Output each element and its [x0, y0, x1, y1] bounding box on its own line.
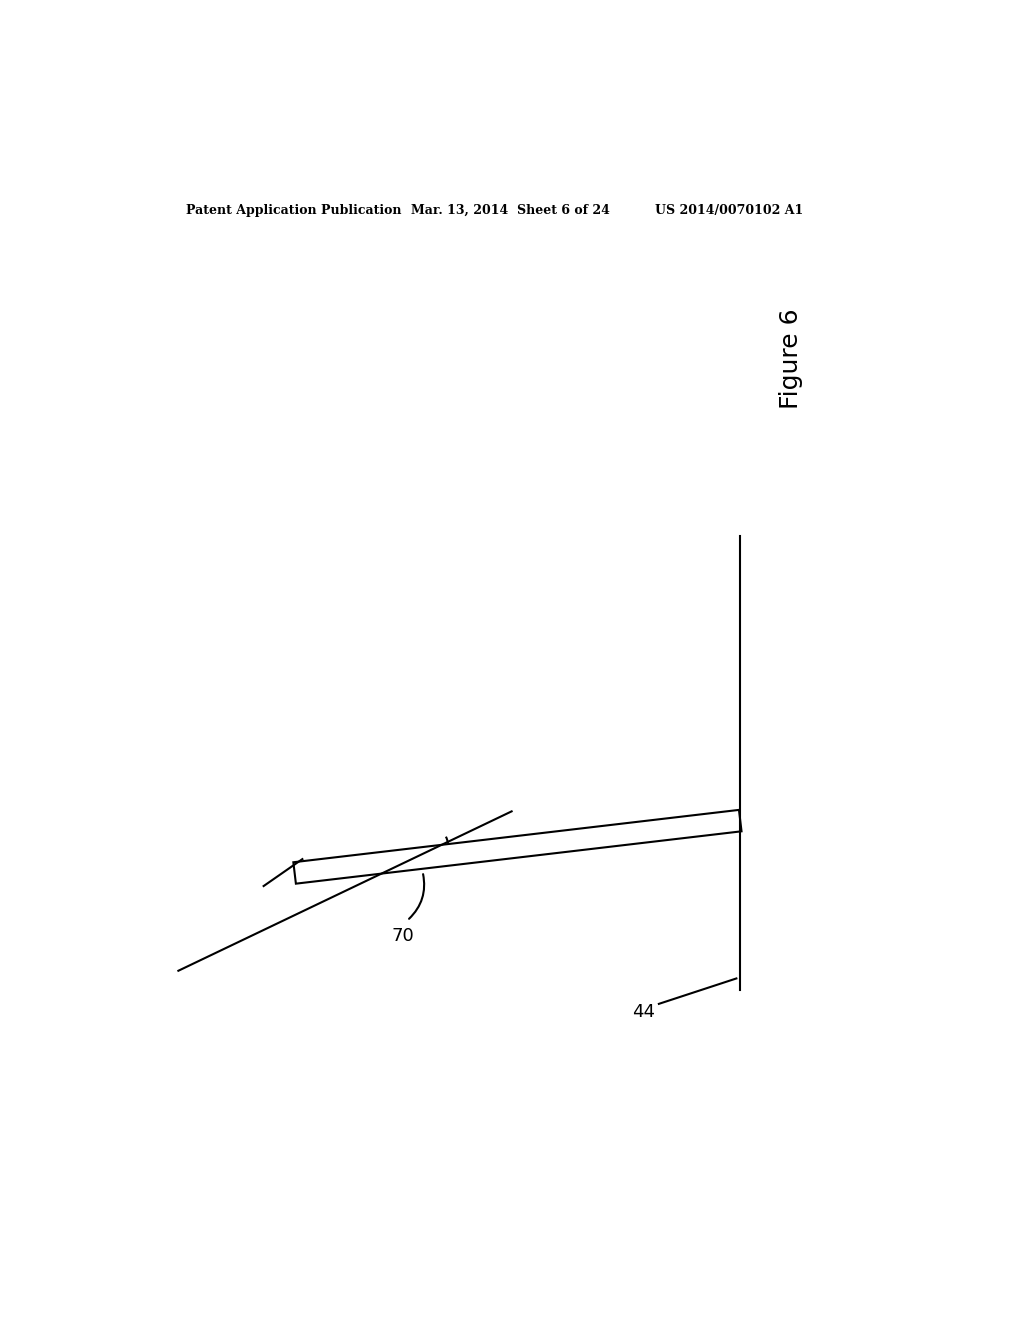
- Text: Patent Application Publication: Patent Application Publication: [186, 205, 401, 218]
- Text: Mar. 13, 2014  Sheet 6 of 24: Mar. 13, 2014 Sheet 6 of 24: [411, 205, 609, 218]
- Text: US 2014/0070102 A1: US 2014/0070102 A1: [655, 205, 803, 218]
- Text: Figure 6: Figure 6: [778, 309, 803, 409]
- Text: 44: 44: [632, 1003, 655, 1020]
- Text: 70: 70: [392, 927, 415, 945]
